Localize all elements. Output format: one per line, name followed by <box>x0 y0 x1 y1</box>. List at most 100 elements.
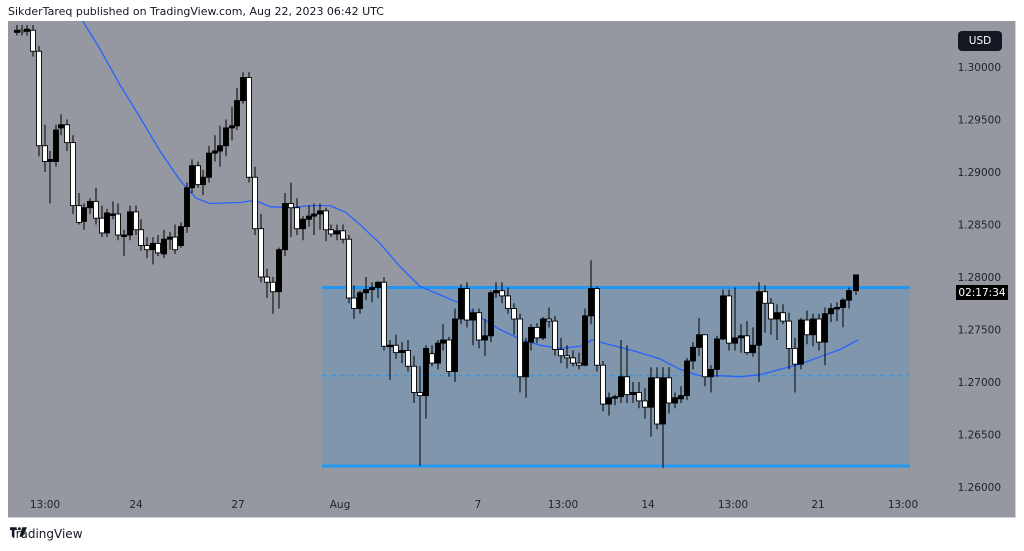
candle <box>81 203 87 230</box>
candle <box>458 284 464 325</box>
candle <box>594 286 600 372</box>
candle <box>624 345 630 403</box>
candle <box>189 159 195 193</box>
candle <box>270 277 276 314</box>
candle <box>161 229 167 259</box>
candle <box>334 224 340 241</box>
candle <box>200 169 206 196</box>
candle <box>264 268 270 298</box>
candle <box>756 282 762 382</box>
candle <box>786 312 792 370</box>
time-tick-label: 13:00 <box>718 499 748 511</box>
candle <box>523 337 529 398</box>
candle <box>110 201 116 220</box>
candle <box>708 365 714 393</box>
candle <box>696 317 702 356</box>
candle <box>750 327 756 357</box>
time-tick-label: 13:00 <box>548 499 578 511</box>
footer: TradingView <box>10 527 83 541</box>
candle <box>738 324 744 353</box>
candle <box>768 298 774 335</box>
candle <box>517 313 523 393</box>
range-zone[interactable] <box>322 286 910 468</box>
candle <box>666 367 672 414</box>
candle <box>810 313 816 347</box>
candle <box>636 382 642 409</box>
time-tick-label: Aug <box>330 499 351 511</box>
candle <box>258 214 264 283</box>
time-tick-label: 24 <box>129 499 143 511</box>
candle <box>387 340 393 380</box>
candle <box>306 205 312 227</box>
candle <box>612 394 618 406</box>
candle <box>76 193 82 225</box>
candle <box>172 224 178 254</box>
candle <box>660 367 666 469</box>
candle <box>234 88 240 130</box>
candle <box>493 282 499 298</box>
price-tick-label: 1.28500 <box>958 220 1001 232</box>
candle <box>564 345 570 369</box>
candle <box>482 319 488 356</box>
candle <box>684 357 690 400</box>
candle <box>726 289 732 351</box>
candle <box>340 224 346 244</box>
price-axis[interactable]: 1.30000 1.29500 1.29000 1.28500 1.28000 1.275… <box>958 62 1001 494</box>
candle <box>470 308 476 346</box>
candle <box>276 247 282 309</box>
candle <box>246 72 252 183</box>
candle <box>58 114 64 136</box>
candle <box>288 182 294 238</box>
price-tick-label: 1.26500 <box>958 430 1001 442</box>
candle <box>690 342 696 370</box>
candle <box>393 334 399 359</box>
candle <box>42 124 48 172</box>
candle <box>93 187 99 225</box>
candle <box>294 198 300 235</box>
candle <box>499 282 505 304</box>
footer-brand: TradingView <box>10 527 83 541</box>
candle <box>323 207 329 242</box>
candle <box>762 285 768 333</box>
candle <box>648 367 654 437</box>
price-tick-label: 1.29000 <box>958 167 1001 179</box>
candle <box>654 367 660 430</box>
candle <box>357 290 363 314</box>
candle <box>528 324 534 351</box>
candle <box>127 205 133 241</box>
candle <box>223 119 229 157</box>
price-tick-label: 1.26000 <box>958 482 1001 494</box>
candle <box>780 304 786 325</box>
time-tick-label: 13:00 <box>30 499 60 511</box>
candle <box>630 382 636 403</box>
candle <box>328 224 334 238</box>
candle <box>423 345 429 419</box>
time-axis[interactable]: 13:00 24 27 Aug 7 13:00 14 13:00 21 13:00 <box>30 499 918 511</box>
candle <box>600 361 606 412</box>
candle <box>178 222 184 248</box>
candle <box>240 72 246 104</box>
candle <box>846 287 852 309</box>
time-tick-label: 13:00 <box>888 499 918 511</box>
candle <box>217 125 223 167</box>
candle <box>14 25 20 36</box>
candle <box>702 334 708 387</box>
candle <box>464 282 470 328</box>
candle <box>311 203 317 235</box>
candle <box>351 285 357 319</box>
candle <box>399 342 405 364</box>
candle <box>744 321 750 355</box>
candle <box>144 237 150 259</box>
candle <box>476 308 482 349</box>
time-tick-label: 14 <box>641 499 655 511</box>
candle <box>552 315 558 356</box>
publish-header: SikderTareq published on TradingView.com… <box>8 5 384 18</box>
currency-badge[interactable]: USD <box>958 31 1002 51</box>
candle <box>546 307 552 328</box>
candle <box>47 151 53 204</box>
candle <box>229 106 235 141</box>
time-tick-label: 27 <box>231 499 244 511</box>
candle <box>317 203 323 230</box>
candle <box>70 135 76 214</box>
